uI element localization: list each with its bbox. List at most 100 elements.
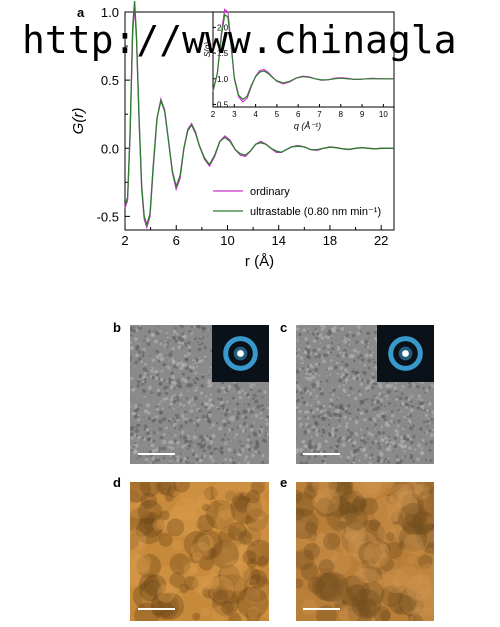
texture-speckle <box>315 532 329 547</box>
texture-speckle <box>333 446 337 449</box>
texture-speckle <box>247 448 252 452</box>
texture-speckle <box>319 391 324 396</box>
texture-speckle <box>146 337 150 341</box>
texture-speckle <box>304 338 307 340</box>
texture-speckle <box>245 608 261 621</box>
texture-speckle <box>338 415 341 417</box>
texture-speckle <box>184 354 188 358</box>
texture-speckle <box>246 516 269 545</box>
texture-speckle <box>371 441 375 445</box>
texture-speckle <box>198 434 203 440</box>
texture-speckle <box>377 397 380 399</box>
texture-speckle <box>217 574 248 604</box>
texture-speckle <box>190 331 194 335</box>
texture-speckle <box>237 610 256 621</box>
texture-speckle <box>166 485 179 498</box>
texture-speckle <box>228 402 231 404</box>
texture-speckle <box>351 375 356 380</box>
texture-speckle <box>164 391 169 395</box>
texture-speckle <box>356 519 385 549</box>
texture-speckle <box>321 359 327 364</box>
texture-speckle <box>131 449 134 452</box>
texture-speckle <box>252 421 255 423</box>
texture-speckle <box>298 349 301 351</box>
texture-speckle <box>224 458 228 461</box>
inset-x-tick-label: 6 <box>296 110 301 119</box>
texture-speckle <box>217 389 221 393</box>
texture-speckle <box>175 378 181 384</box>
texture-speckle <box>351 376 353 378</box>
texture-speckle <box>187 345 192 350</box>
texture-speckle <box>315 428 319 433</box>
texture-speckle <box>222 543 249 570</box>
texture-speckle <box>314 572 344 602</box>
texture-speckle <box>154 415 158 419</box>
texture-speckle <box>265 422 269 426</box>
texture-speckle <box>193 396 198 401</box>
texture-speckle <box>157 432 159 435</box>
texture-speckle <box>237 390 242 395</box>
texture-speckle <box>157 392 162 397</box>
texture-speckle <box>132 445 136 449</box>
texture-speckle <box>166 341 169 345</box>
texture-speckle <box>299 356 304 360</box>
texture-speckle <box>349 386 353 391</box>
texture-speckle <box>373 495 402 524</box>
texture-speckle <box>318 442 322 446</box>
texture-speckle <box>390 482 416 505</box>
texture-speckle <box>205 415 209 419</box>
texture-speckle <box>408 412 410 415</box>
texture-speckle <box>397 540 407 550</box>
texture-speckle <box>421 381 425 385</box>
texture-speckle <box>254 433 258 437</box>
texture-speckle <box>166 518 185 537</box>
texture-speckle <box>254 449 258 454</box>
texture-speckle <box>226 408 230 412</box>
texture-speckle <box>310 384 313 386</box>
texture-speckle <box>359 360 361 363</box>
texture-speckle <box>177 340 181 345</box>
texture-speckle <box>217 504 233 520</box>
texture-speckle <box>383 418 387 421</box>
texture-speckle <box>252 393 257 398</box>
texture-speckle <box>329 392 331 394</box>
texture-speckle <box>189 383 193 388</box>
texture-speckle <box>143 416 145 418</box>
texture-speckle <box>326 375 329 377</box>
texture-speckle <box>428 422 431 425</box>
watermark-text: http://www.chinagla <box>22 18 457 62</box>
texture-speckle <box>205 437 210 441</box>
texture-speckle <box>130 403 132 405</box>
texture-speckle <box>243 415 248 420</box>
texture-speckle <box>329 351 333 354</box>
texture-speckle <box>170 593 185 608</box>
texture-speckle <box>165 426 169 430</box>
texture-speckle <box>308 391 313 396</box>
texture-speckle <box>142 367 147 372</box>
texture-speckle <box>371 372 375 376</box>
texture-speckle <box>176 406 179 409</box>
texture-speckle <box>207 328 210 331</box>
texture-speckle <box>248 435 251 438</box>
texture-speckle <box>209 554 242 587</box>
texture-speckle <box>150 375 153 378</box>
texture-speckle <box>172 360 176 364</box>
texture-speckle <box>135 517 163 545</box>
texture-speckle <box>377 431 381 435</box>
diffraction-center-spot <box>402 350 409 357</box>
texture-speckle <box>358 459 361 462</box>
texture-speckle <box>324 335 328 338</box>
texture-speckle <box>371 379 376 383</box>
texture-speckle <box>218 525 244 550</box>
texture-speckle <box>184 357 188 361</box>
texture-speckle <box>347 404 351 408</box>
texture-speckle <box>156 592 185 620</box>
texture-speckle <box>380 403 383 406</box>
texture-speckle <box>137 423 141 427</box>
texture-speckle <box>162 433 166 437</box>
texture-speckle <box>266 414 269 419</box>
texture-speckle <box>151 358 156 362</box>
texture-speckle <box>258 452 261 455</box>
texture-speckle <box>412 587 434 617</box>
texture-speckle <box>355 416 359 419</box>
